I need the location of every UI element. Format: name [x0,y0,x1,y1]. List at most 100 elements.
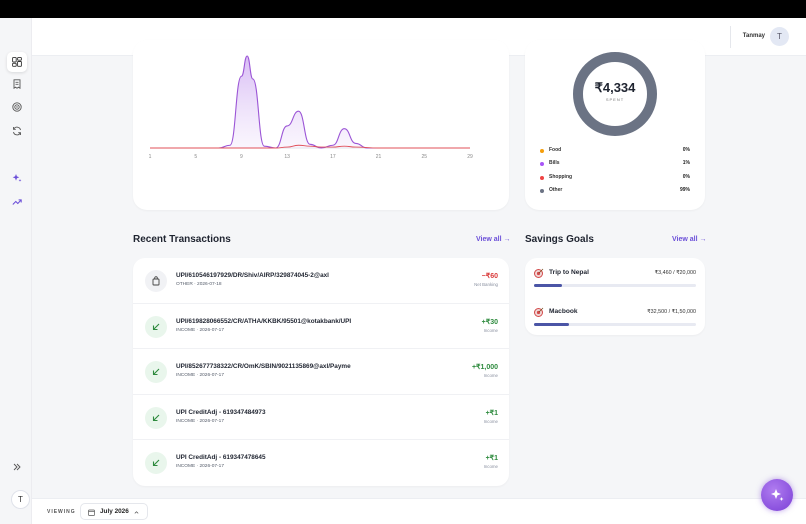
transaction-icon-wrap [145,452,167,475]
goal-progress-fill [534,284,563,287]
transaction-icon-wrap [145,406,167,429]
view-all-transactions-link[interactable]: View all → [476,236,511,243]
target-icon [12,102,22,112]
transaction-row[interactable]: UPI CreditAdj - 619347484973 INCOME · 202… [133,395,509,441]
donut-ring [573,52,657,136]
transaction-subtitle: INCOME · 2026-07-17 [176,327,224,333]
nav-trends[interactable] [7,192,27,212]
goal-name: Trip to Nepal [549,269,589,276]
series-area [150,56,470,148]
arrow-down-left-icon [152,414,160,421]
arrow-down-left-icon [152,323,160,330]
x-tick-label: 25 [422,154,428,160]
transaction-row[interactable]: UPI/619828066552/CR/ATHA/KKBK/95501@kota… [133,304,509,350]
selected-month: July 2026 [100,508,129,515]
series-line [149,144,470,149]
nav-recurring[interactable] [7,121,27,141]
sparkles-icon [12,174,22,182]
transaction-amount: +₹1 [485,455,498,463]
legend-label: Other [549,186,563,193]
legend-value: 1% [682,160,690,167]
transaction-row[interactable]: UPI/852677738322/CR/OmK/SBIN/9021135869@… [133,349,509,395]
arrow-down-left-icon [152,460,160,467]
legend-label: Shopping [549,173,573,180]
x-tick-label: 29 [467,154,473,160]
goal-target-icon [534,268,544,278]
legend-value: 0% [682,147,690,153]
chevrons-right-icon [13,463,21,471]
transaction-method: Income [483,373,498,379]
view-all-goals-link[interactable]: View all → [672,236,707,243]
transaction-title: UPI CreditAdj - 619347484973 [176,408,266,416]
goal-progress-track [534,284,696,287]
legend-item: Bills 1% [540,160,690,170]
transaction-subtitle: INCOME · 2026-07-17 [176,373,224,379]
transaction-amount: +₹30 [481,318,498,326]
donut-amount: ₹4,334 [594,80,636,95]
header-divider [730,26,731,48]
goal-progress-fill [534,323,570,326]
dashboard-icon [12,57,22,67]
nav-goals[interactable] [7,97,27,117]
transaction-subtitle: INCOME · 2026-07-17 [176,418,224,424]
sidebar-avatar[interactable]: T [11,490,30,509]
collapse-sidebar-button[interactable] [7,457,27,477]
transaction-icon-wrap [145,361,167,384]
transaction-row[interactable]: UPI CreditAdj - 619347478645 INCOME · 202… [133,440,509,486]
chevron-up-icon [134,511,139,514]
recent-transactions-title: Recent Transactions [133,234,231,245]
donut-label: SPENT [605,97,625,102]
transaction-amount: +₹1,000 [471,364,498,372]
transaction-title: UPI CreditAdj - 619347478645 [176,454,266,462]
transaction-icon-wrap [145,315,167,338]
viewing-label: VIEWING [47,509,76,515]
savings-goals-list: Trip to Nepal ₹3,460 / ₹20,000 Macbook ₹32,… [525,258,705,335]
transaction-method: Income [483,418,498,424]
nav-ai-insights[interactable] [7,168,27,188]
trend-up-icon [12,199,22,205]
legend-item: Other 99% [540,187,690,197]
x-tick-label: 9 [240,154,243,160]
user-avatar[interactable]: T [770,27,789,46]
transaction-title: UPI/619828066552/CR/ATHA/KKBK/95501@kota… [176,317,352,325]
legend-dot [540,175,544,180]
nav-dashboard[interactable] [7,52,27,72]
recurring-icon [13,126,21,136]
period-bar: VIEWING July 2026 [32,498,806,524]
goal-progress-track [534,323,696,326]
nav-transactions[interactable] [7,74,27,94]
ai-assistant-button[interactable] [761,479,793,511]
transaction-method: Income [483,464,498,470]
legend-dot [540,149,544,153]
arrow-down-left-icon [152,368,160,376]
legend-item: Shopping 0% [540,174,690,184]
transaction-row[interactable]: UPI/610546197929/DR/Shiv/AIRP/329874045-… [133,258,509,304]
legend-value: 99% [679,186,690,193]
transaction-method: Income [483,327,498,333]
receipt-icon [13,79,21,89]
legend-dot [540,188,544,193]
shopping-bag-icon [152,276,160,286]
series-line [149,55,470,149]
spending-donut-chart [573,52,657,136]
category-donut-card: ₹4,334 SPENT Food 0% Bills 1% Shopping 0% Othe… [525,40,705,210]
goal-target-icon [534,307,544,317]
x-tick-label: 13 [284,154,290,160]
transaction-amount: −₹60 [481,273,498,280]
goal-amount: ₹3,460 / ₹20,000 [654,270,696,276]
month-selector[interactable]: July 2026 [80,503,148,520]
goal-item[interactable]: Trip to Nepal ₹3,460 / ₹20,000 [525,258,705,296]
calendar-icon [88,509,95,516]
transaction-title: UPI/610546197929/DR/Shiv/AIRP/329874045-… [176,272,329,279]
x-tick-label: 5 [194,154,197,160]
transaction-subtitle: OTHER · 2026-07-18 [176,282,222,287]
transaction-subtitle: INCOME · 2026-07-17 [176,464,224,470]
spending-chart-card: 1 5 9 13 17 21 25 29 [133,40,509,210]
transaction-method: Net Banking [474,282,498,287]
sidebar: T [0,18,32,524]
spending-area-chart: 1 5 9 13 17 21 25 29 [149,55,473,160]
legend-label: Food [549,147,562,153]
transaction-icon-wrap [145,270,167,292]
goal-item[interactable]: Macbook ₹32,500 / ₹1,50,000 [525,297,705,335]
x-tick-label: 21 [376,154,382,160]
